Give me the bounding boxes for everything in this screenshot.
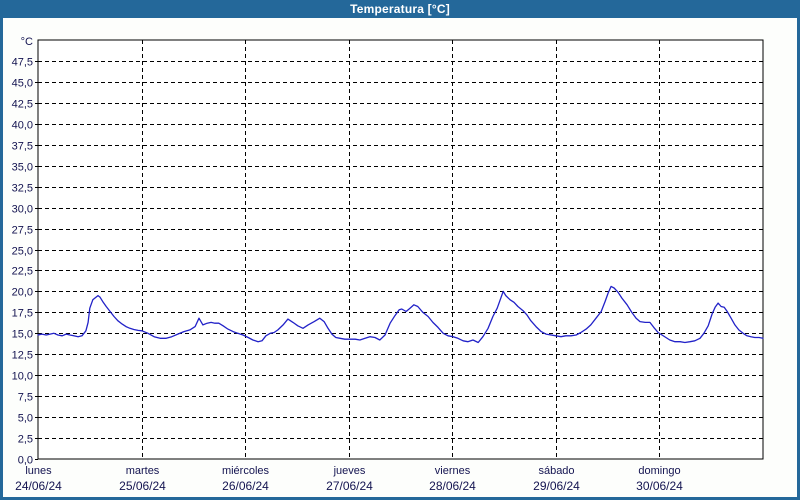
chart-background <box>3 18 797 497</box>
chart-title: Temperatura [°C] <box>350 2 450 16</box>
window-title-bar[interactable]: Temperatura [°C] <box>0 0 800 18</box>
